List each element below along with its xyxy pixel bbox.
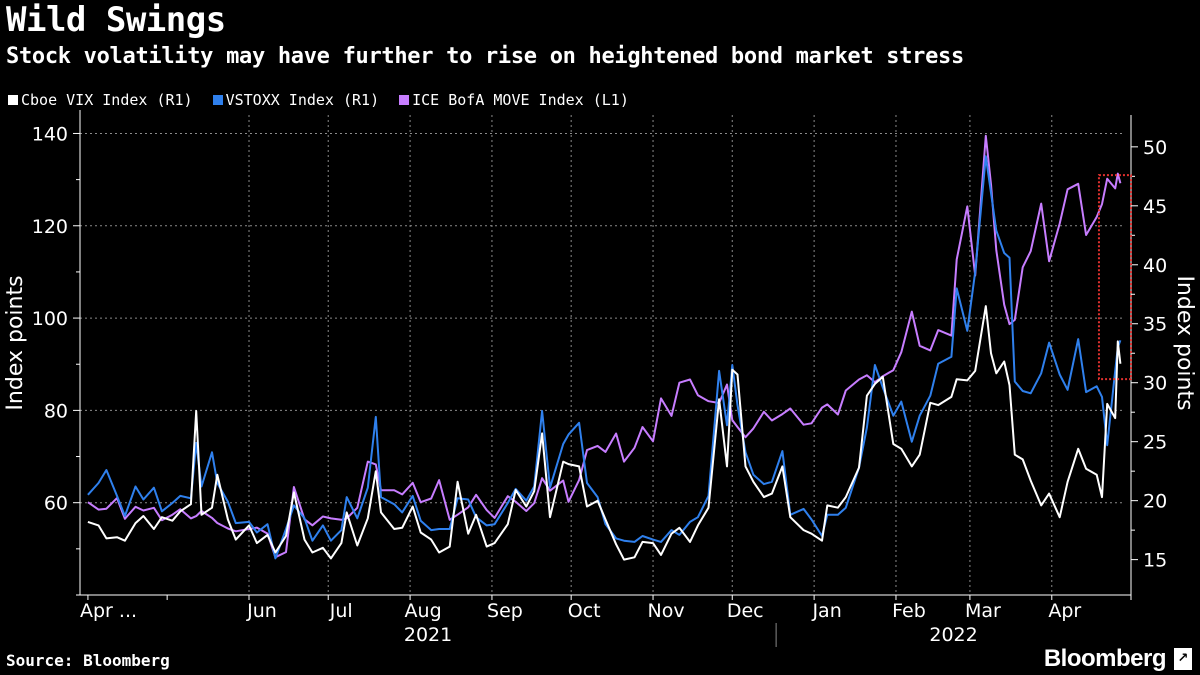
right-tick-label-45: 45	[1143, 196, 1167, 218]
legend-swatch-vstoxx	[212, 95, 223, 105]
bloomberg-logo: Bloomberg	[1043, 645, 1167, 672]
legend-label-vix: Cboe VIX Index (R1)	[21, 91, 193, 109]
legend-label-move: ICE BofA MOVE Index (L1)	[412, 91, 629, 109]
highlight-box	[1097, 174, 1133, 381]
legend-swatch-vix	[8, 95, 18, 105]
year-label-2021: 2021	[404, 624, 452, 646]
x-tick-label-8: Jan	[811, 600, 841, 622]
right-axis-label: Index points	[1172, 275, 1197, 410]
right-tick-label-40: 40	[1143, 255, 1167, 277]
left-tick-label-100: 100	[32, 308, 68, 330]
right-tick-label-35: 35	[1143, 314, 1167, 336]
legend-swatch-move	[399, 95, 410, 105]
axes: 60 80 100 120 140 Index points 15 20 25 30 35 40 45 5…	[3, 110, 1197, 647]
left-tick-label-60: 60	[44, 493, 68, 515]
left-tick-label-80: 80	[44, 400, 68, 422]
chart-title: Wild Swings	[6, 0, 226, 40]
right-tick-label-50: 50	[1143, 137, 1167, 159]
annotations	[1097, 174, 1133, 381]
x-tick-label-4: Sep	[487, 600, 523, 622]
legend-item-vstoxx: VSTOXX Index (R1)	[212, 91, 380, 109]
x-tick-label-6: Nov	[647, 600, 684, 622]
x-tick-label-5: Oct	[568, 600, 601, 622]
series-line-move	[87, 134, 1122, 559]
x-tick-label-9: Feb	[892, 600, 926, 622]
left-axis-label: Index points	[3, 275, 28, 410]
x-tick-label-0: Apr ...	[80, 600, 137, 622]
series-line-vstoxx	[87, 155, 1122, 560]
legend-item-vix: Cboe VIX Index (R1)	[8, 91, 193, 109]
x-tick-label-3: Aug	[405, 600, 442, 622]
legend-label-vstoxx: VSTOXX Index (R1)	[225, 91, 380, 109]
right-tick-label-20: 20	[1143, 491, 1167, 513]
right-tick-label-25: 25	[1143, 432, 1167, 454]
source-note: Source: Bloomberg	[6, 651, 170, 670]
legend-item-move: ICE BofA MOVE Index (L1)	[399, 91, 629, 109]
series-lines	[87, 134, 1122, 561]
left-tick-label-140: 140	[32, 123, 68, 145]
right-tick-label-15: 15	[1143, 550, 1167, 572]
year-label-2022: 2022	[929, 624, 977, 646]
x-tick-label-11: Apr	[1048, 600, 1081, 622]
x-tick-label-1: Jun	[246, 600, 277, 622]
right-tick-label-30: 30	[1143, 373, 1167, 395]
x-tick-label-10: Mar	[965, 600, 1001, 622]
series-line-vix	[87, 305, 1122, 561]
legend: Cboe VIX Index (R1) VSTOXX Index (R1) IC…	[8, 91, 629, 109]
chart-subtitle: Stock volatility may have further to ris…	[6, 44, 964, 69]
x-tick-label-7: Dec	[727, 600, 764, 622]
left-tick-label-120: 120	[32, 216, 68, 238]
x-tick-label-2: Jul	[329, 600, 353, 622]
chart-link-icon[interactable]: ↗	[1174, 648, 1192, 670]
